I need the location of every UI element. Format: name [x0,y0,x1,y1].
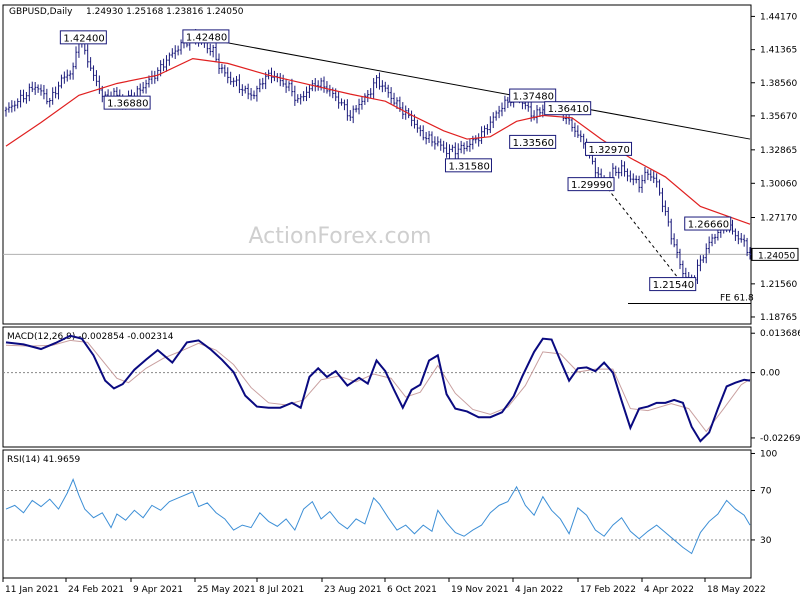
rsi-tick-label: 100 [760,449,777,459]
rsi-tick-label: 70 [760,487,772,497]
price-annotation-label: 1.42480 [186,32,227,43]
date-tick-label: 4 Apr 2022 [644,585,694,595]
chart-ohlc-header: 1.24930 1.25168 1.23816 1.24050 [86,7,244,17]
price-tick-label: 1.41365 [760,46,797,56]
price-annotation-box [59,30,107,45]
price-annotation-box [585,141,633,156]
date-axis: 11 Jan 2021 24 Feb 2021 9 Apr 2021 25 May 2… [2,578,766,595]
price-annotation-label: 1.42400 [63,33,104,44]
price-annotation-label: 1.31580 [448,161,489,172]
price-annotation-box [444,158,492,173]
macd-layer [3,334,751,443]
date-tick-label: 6 Oct 2021 [387,585,437,595]
price-annotation-box [103,95,151,110]
trend-line [192,35,751,140]
price-tick-label: 1.30060 [760,179,797,189]
watermark-text: ActionForex.com [249,224,432,249]
price-annotation-box [544,101,592,116]
date-tick-label: 23 Aug 2021 [324,585,382,595]
price-annotation-box [182,29,230,44]
price-tick-label: 1.44170 [760,12,797,22]
price-annotation-box [509,88,557,103]
date-tick-label: 25 May 2021 [197,585,256,595]
price-annotation-label: 1.32970 [589,145,630,156]
date-tick-label: 17 Feb 2022 [580,585,636,595]
price-annotation-label: 1.36410 [548,104,589,115]
date-tick-label: 18 May 2022 [707,585,766,595]
price-annotation-label: 1.26660 [688,220,729,231]
price-tick-label: 1.27170 [760,213,797,223]
price-tick-label: 1.18765 [760,313,797,323]
trend-line-layer: FE 61.8 [192,35,754,304]
date-tick-label: 8 Jul 2021 [259,585,304,595]
price-annotation-label: 1.37480 [513,92,554,103]
price-tick-label: 1.21560 [760,280,797,290]
rsi-line [5,478,751,555]
price-annotation-box [567,177,615,192]
rsi-layer [3,478,751,555]
rsi-tick-label: 30 [760,536,772,546]
price-annotation-label: 1.21540 [653,280,694,291]
price-axis: 1.44170 1.41365 1.38560 1.35670 1.32865 1.300… [3,12,799,323]
macd-axis: 0.013686 0.00 -0.022698 [751,329,800,444]
macd-tick-label: -0.022698 [760,434,800,444]
price-annotation-box [649,277,697,292]
last-price-box [751,247,799,261]
rsi-header: RSI(14) 41.9659 [7,455,80,465]
price-annotation-label: 1.33560 [513,138,554,149]
fe-label: FE 61.8 [720,293,754,303]
macd-main-line [5,334,751,443]
price-annotation-box [509,134,557,149]
price-annotation-label: 1.36880 [107,99,148,110]
price-panel-frame [2,4,752,325]
price-tick-label: 1.32865 [760,146,797,156]
rsi-axis: 100 70 30 [751,449,777,546]
date-tick-label: 9 Apr 2021 [133,585,183,595]
price-tick-label: 1.35670 [760,112,797,122]
date-tick-label: 19 Nov 2021 [451,585,509,595]
macd-tick-label: 0.00 [760,369,780,379]
macd-header: MACD(12,26,9) -0.002854 -0.002314 [7,332,174,342]
macd-tick-label: 0.013686 [760,329,800,339]
date-tick-label: 4 Jan 2022 [515,585,563,595]
price-annotation-box [684,216,732,231]
macd-signal-line [5,339,751,433]
date-tick-label: 24 Feb 2021 [68,585,124,595]
last-price-label: 1.24050 [758,251,795,261]
macd-panel-frame [2,326,752,448]
rsi-panel-frame [2,449,752,579]
chart-symbol-header: GBPUSD,Daily [9,7,73,17]
date-tick-label: 11 Jan 2021 [5,585,59,595]
price-tick-label: 1.38560 [760,79,797,89]
price-annotation-label: 1.29990 [571,180,612,191]
